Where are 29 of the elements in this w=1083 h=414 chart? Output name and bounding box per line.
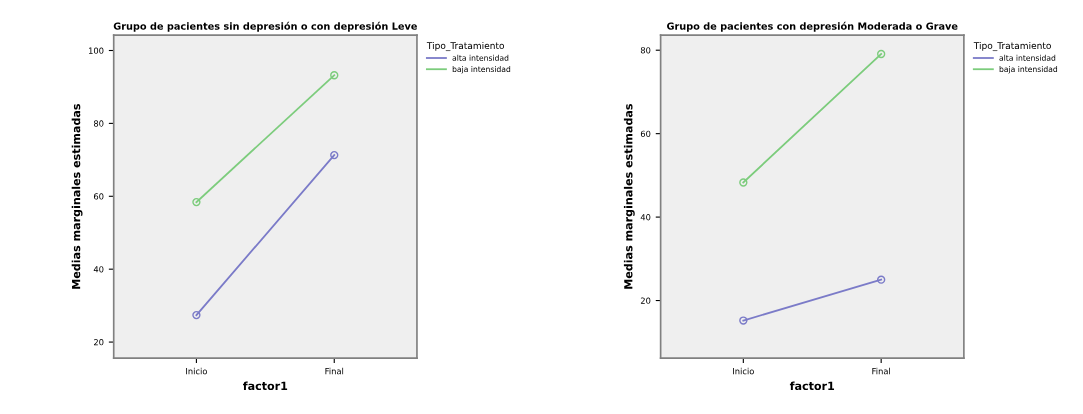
x-axis-title: factor1 bbox=[243, 381, 288, 391]
x-tick-label: Inicio bbox=[186, 367, 207, 375]
x-axis-title: factor1 bbox=[789, 381, 835, 391]
point bbox=[192, 197, 201, 207]
y-tick-label: 80 bbox=[640, 47, 651, 54]
point bbox=[877, 275, 886, 284]
x-tick-label: Final bbox=[872, 367, 890, 375]
y-tick-label: 20 bbox=[94, 339, 104, 346]
point bbox=[330, 71, 339, 80]
y-axis-title: Medias marginales estimadas bbox=[623, 104, 635, 289]
y-axis-title: Medias marginales estimadas bbox=[71, 104, 83, 289]
point bbox=[739, 178, 748, 187]
point bbox=[739, 316, 748, 325]
y-tick-label: 60 bbox=[93, 193, 104, 200]
point bbox=[877, 49, 886, 59]
point bbox=[192, 310, 201, 320]
y-tick-label: 80 bbox=[93, 120, 104, 127]
legend-title: Tipo_Tratamiento bbox=[973, 42, 1051, 52]
x-tick-label: Final bbox=[325, 367, 344, 375]
x-tick-label: Inicio bbox=[733, 367, 754, 375]
y-tick-label: 40 bbox=[640, 214, 651, 221]
legend-title: Tipo_Tratamiento bbox=[426, 42, 505, 52]
point bbox=[330, 150, 339, 160]
chart-title: Grupo de pacientes con depresión Moderada o Grave bbox=[667, 21, 958, 32]
y-tick-label: 20 bbox=[640, 297, 651, 304]
y-tick-label: 100 bbox=[89, 47, 104, 54]
chart-title: Grupo de pacientes sin depresión o con depresión Leve bbox=[113, 21, 417, 32]
y-tick-label: 40 bbox=[93, 266, 104, 273]
y-tick-label: 60 bbox=[640, 130, 651, 137]
